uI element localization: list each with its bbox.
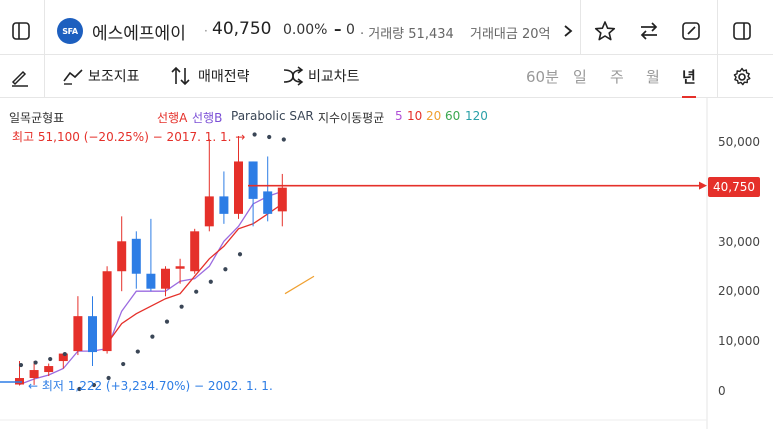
- legend-ema-5: 5: [395, 109, 403, 123]
- current-price: 40,750: [212, 19, 272, 39]
- period-year[interactable]: 년: [682, 68, 696, 86]
- compare-icon[interactable]: [282, 66, 304, 86]
- candle-body: [131, 238, 141, 274]
- candle-body: [175, 266, 185, 269]
- gear-icon[interactable]: [731, 66, 753, 88]
- sar-dot: [252, 132, 257, 137]
- legend-span-b: 선행B: [192, 111, 223, 125]
- legend-ema-20: 20: [426, 109, 442, 123]
- sar-dot: [223, 267, 228, 272]
- sar-dot: [62, 351, 67, 357]
- stock-name[interactable]: 에스에프에이: [92, 24, 186, 44]
- flat-indicator: –: [334, 20, 342, 38]
- candle-body: [73, 316, 83, 352]
- sar-dot: [179, 304, 184, 309]
- separator-dot: ·: [204, 24, 208, 38]
- indicators-icon[interactable]: [62, 66, 84, 86]
- legend-ema-10: 10: [407, 109, 423, 123]
- change-amount: 0: [346, 22, 355, 38]
- candle-body: [102, 271, 112, 352]
- sar-dot: [121, 361, 126, 367]
- stock-logo: SFA: [57, 18, 83, 44]
- candle-body: [117, 241, 127, 272]
- active-period-indicator: [682, 96, 696, 98]
- pencil-icon[interactable]: [9, 66, 31, 88]
- star-icon[interactable]: [592, 18, 618, 44]
- candle-body: [277, 187, 287, 212]
- y-tick-10000: 10,000: [718, 334, 760, 348]
- current-price-arrow: [699, 181, 707, 190]
- compare-button[interactable]: 비교차트: [308, 69, 360, 85]
- y-tick-30000: 30,000: [718, 235, 760, 249]
- candle-body: [263, 191, 273, 214]
- sar-dot: [33, 360, 38, 365]
- ema20-line: [284, 275, 315, 295]
- sar-dot: [48, 356, 53, 362]
- high-annotation: 최고 51,100 (−20.25%) − 2017. 1. 1. →: [12, 130, 246, 144]
- candle-body: [190, 231, 200, 272]
- period-month[interactable]: 월: [646, 68, 660, 86]
- candle-body: [58, 353, 68, 362]
- legend-ema-60: 60: [445, 109, 461, 123]
- change-percent: 0.00%: [283, 22, 328, 38]
- sar-dot: [18, 362, 24, 368]
- edit-icon[interactable]: [678, 18, 704, 44]
- y-tick-50000: 50,000: [718, 135, 760, 149]
- price-chart[interactable]: [0, 98, 773, 429]
- candle-body: [44, 366, 54, 373]
- legend-ema[interactable]: 지수이동평균: [318, 111, 385, 125]
- legend-ichimoku[interactable]: 일목균형표: [9, 111, 65, 125]
- candle-body: [161, 268, 170, 289]
- sar-dot: [208, 279, 213, 284]
- period-60min[interactable]: 60분: [526, 68, 559, 86]
- sar-dot: [106, 375, 111, 381]
- strategy-button[interactable]: 매매전략: [198, 69, 250, 85]
- indicators-button[interactable]: 보조지표: [88, 69, 140, 85]
- sar-dot: [135, 349, 140, 354]
- candle-body: [248, 161, 258, 199]
- strategy-icon[interactable]: [170, 66, 192, 86]
- sar-dot: [91, 382, 97, 388]
- sar-dot: [267, 134, 272, 140]
- candle-body: [88, 316, 97, 353]
- low-annotation: ← 최저 1,222 (+3,234.70%) − 2002. 1. 1.: [28, 379, 273, 393]
- sar-dot: [77, 386, 82, 392]
- swap-icon[interactable]: [636, 18, 662, 44]
- trade-amount: 거래대금 20억: [470, 27, 551, 42]
- chart-toolbar: [0, 55, 773, 98]
- panel-icon[interactable]: [729, 18, 755, 44]
- sar-dot: [164, 319, 170, 324]
- volume: · 거래량 51,434: [360, 27, 454, 42]
- candle-body: [146, 273, 156, 289]
- legend-span-a: 선행A: [157, 111, 188, 125]
- candle-body: [219, 196, 229, 214]
- y-tick-20000: 20,000: [718, 284, 760, 298]
- period-week[interactable]: 주: [610, 68, 624, 86]
- sidebar-toggle-icon[interactable]: [8, 18, 34, 44]
- y-tick-0: 0: [718, 384, 726, 398]
- sar-dot: [150, 334, 155, 339]
- symbol-header: SFA 에스에프에이 · 40,750 0.00% – 0 · 거래량 51,4…: [0, 0, 773, 55]
- period-day[interactable]: 일: [573, 68, 587, 86]
- legend-sar[interactable]: Parabolic SAR: [231, 109, 314, 123]
- candle-body: [204, 196, 214, 227]
- sar-dot: [281, 137, 286, 142]
- chevron-right-icon[interactable]: [560, 22, 576, 40]
- candle-body: [29, 370, 39, 379]
- span-a-line: [106, 203, 283, 344]
- sar-dot: [237, 252, 243, 257]
- sar-dot: [194, 289, 199, 294]
- candle-body: [234, 161, 243, 214]
- legend-ema-120: 120: [465, 109, 488, 123]
- current-price-tag: 40,750: [708, 177, 760, 197]
